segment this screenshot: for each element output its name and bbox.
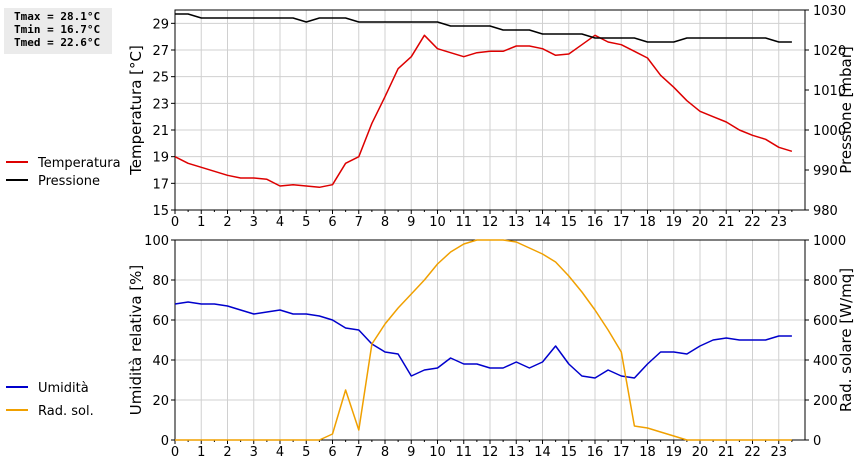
y2-tick-label: 1000 — [813, 124, 846, 139]
y2-axis-label: Pressione [mbar] — [837, 46, 855, 174]
x-tick-label: 3 — [250, 215, 258, 230]
y2-axis-label: Rad. solare [W/mq] — [837, 268, 855, 412]
x-tick-label: 5 — [302, 215, 310, 230]
x-tick-label: 16 — [587, 215, 604, 230]
x-tick-label: 20 — [692, 215, 709, 230]
y-tick-label: 25 — [152, 71, 169, 86]
y-tick-label: 15 — [152, 204, 169, 219]
x-tick-label: 13 — [508, 445, 525, 460]
y-tick-label: 17 — [152, 177, 169, 192]
y2-tick-label: 980 — [813, 204, 838, 219]
x-tick-label: 4 — [276, 215, 284, 230]
x-tick-label: 22 — [744, 215, 761, 230]
x-tick-label: 1 — [197, 445, 205, 460]
series-line-rad-sol — [175, 239, 792, 441]
x-tick-label: 18 — [639, 445, 656, 460]
tmed-text: Tmed = 22.6°C — [14, 36, 101, 49]
y-tick-label: 19 — [152, 151, 169, 166]
x-tick-label: 1 — [197, 215, 205, 230]
x-tick-label: 10 — [429, 445, 446, 460]
x-tick-label: 8 — [381, 215, 389, 230]
y2-tick-label: 200 — [813, 394, 838, 409]
series-line-pressione — [175, 13, 792, 43]
x-tick-label: 4 — [276, 445, 284, 460]
x-tick-label: 16 — [587, 445, 604, 460]
x-tick-label: 9 — [407, 445, 415, 460]
tmax-text: Tmax = 28.1°C — [14, 10, 101, 23]
y2-tick-label: 600 — [813, 314, 838, 329]
x-tick-label: 2 — [223, 215, 231, 230]
y-tick-label: 100 — [144, 234, 169, 249]
series-line-temperatura — [174, 34, 793, 189]
y2-tick-label: 1030 — [813, 4, 846, 19]
x-tick-label: 13 — [508, 215, 525, 230]
legend-label: Rad. sol. — [38, 404, 94, 419]
y-axis-label: Umidità relativa [%] — [127, 265, 145, 416]
y-tick-label: 27 — [152, 44, 169, 59]
legend-label: Umidità — [38, 381, 89, 396]
y-tick-label: 40 — [152, 354, 169, 369]
x-tick-label: 10 — [429, 215, 446, 230]
x-tick-label: 20 — [692, 445, 709, 460]
y-tick-label: 0 — [161, 434, 169, 449]
series-line-umidit — [174, 301, 792, 379]
x-tick-label: 6 — [328, 445, 336, 460]
y2-tick-label: 400 — [813, 354, 838, 369]
x-tick-label: 23 — [770, 445, 787, 460]
x-tick-label: 7 — [355, 215, 363, 230]
y-tick-label: 60 — [152, 314, 169, 329]
x-tick-label: 3 — [250, 445, 258, 460]
x-tick-label: 14 — [534, 445, 551, 460]
y2-tick-label: 0 — [813, 434, 821, 449]
y2-tick-label: 1010 — [813, 84, 846, 99]
x-tick-label: 2 — [223, 445, 231, 460]
x-tick-label: 15 — [560, 445, 577, 460]
y2-tick-label: 990 — [813, 164, 838, 179]
y2-tick-label: 1020 — [813, 44, 846, 59]
x-tick-label: 22 — [744, 445, 761, 460]
y-tick-label: 23 — [152, 97, 169, 112]
x-tick-label: 19 — [665, 215, 682, 230]
x-tick-label: 21 — [718, 215, 735, 230]
x-tick-label: 11 — [455, 215, 472, 230]
x-tick-label: 18 — [639, 215, 656, 230]
x-tick-label: 17 — [613, 215, 630, 230]
x-tick-label: 5 — [302, 445, 310, 460]
legend-label: Pressione — [38, 174, 100, 189]
x-tick-label: 15 — [560, 215, 577, 230]
tmin-text: Tmin = 16.7°C — [14, 23, 101, 36]
legend-label: Temperatura — [37, 156, 121, 171]
y2-tick-label: 800 — [813, 274, 838, 289]
x-tick-label: 0 — [171, 215, 179, 230]
x-tick-label: 0 — [171, 445, 179, 460]
y-tick-label: 29 — [152, 17, 169, 32]
x-tick-label: 12 — [482, 445, 499, 460]
x-tick-label: 19 — [665, 445, 682, 460]
y-tick-label: 20 — [152, 394, 169, 409]
x-tick-label: 14 — [534, 215, 551, 230]
x-tick-label: 8 — [381, 445, 389, 460]
x-tick-label: 6 — [328, 215, 336, 230]
y2-tick-label: 1000 — [813, 234, 846, 249]
x-tick-label: 7 — [355, 445, 363, 460]
plot-frame — [174, 9, 806, 211]
stats-box: Tmax = 28.1°C Tmin = 16.7°C Tmed = 22.6°… — [4, 8, 112, 54]
y-tick-label: 21 — [152, 124, 169, 139]
x-tick-label: 23 — [770, 215, 787, 230]
x-tick-label: 12 — [482, 215, 499, 230]
y-axis-label: Temperatura [°C] — [127, 45, 145, 176]
y-tick-label: 80 — [152, 274, 169, 289]
x-tick-label: 17 — [613, 445, 630, 460]
x-tick-label: 11 — [455, 445, 472, 460]
x-tick-label: 21 — [718, 445, 735, 460]
x-tick-label: 9 — [407, 215, 415, 230]
